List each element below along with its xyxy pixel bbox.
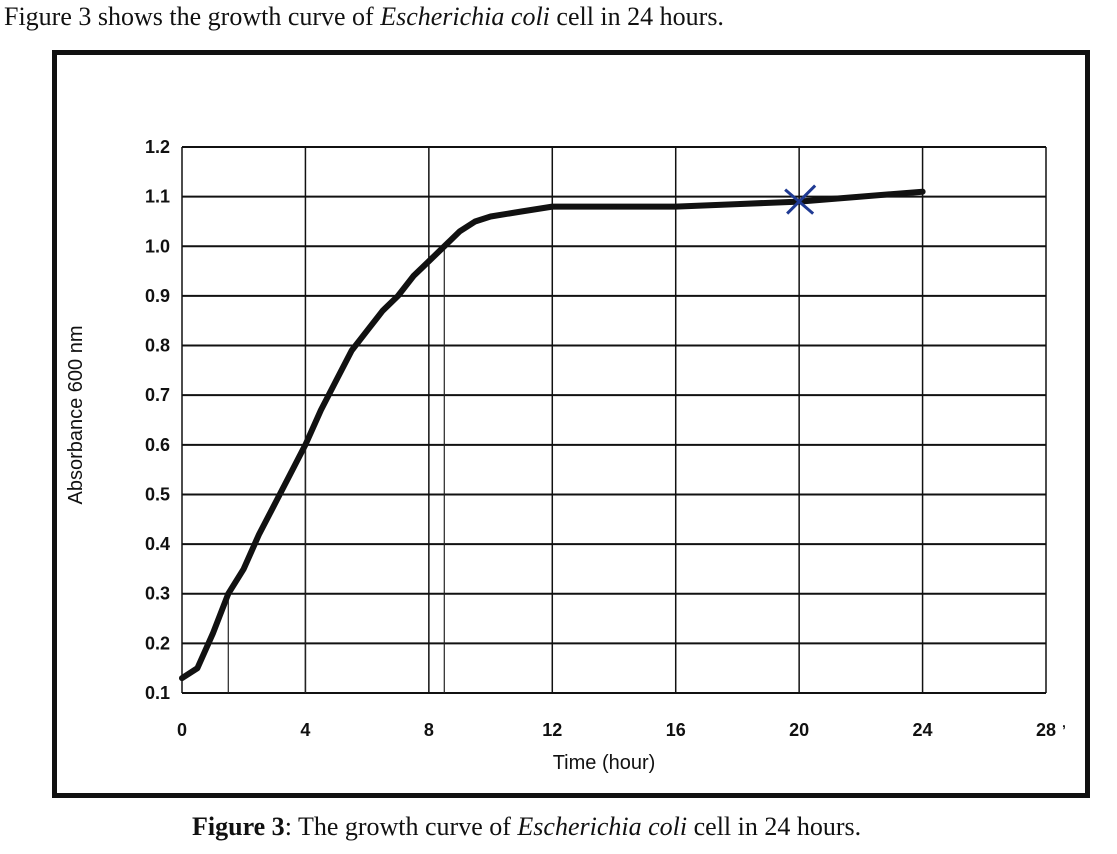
data-point xyxy=(457,228,463,234)
data-point xyxy=(472,218,478,224)
x-axis-label: Time (hour) xyxy=(553,752,656,774)
intro-prefix: Figure 3 shows the growth curve of xyxy=(4,2,381,31)
marker-x-stroke xyxy=(786,184,817,215)
y-tick-label: 0.1 xyxy=(145,683,170,703)
data-point xyxy=(318,407,324,413)
data-point xyxy=(364,328,370,334)
data-point xyxy=(256,531,262,537)
intro-sentence: Figure 3 shows the growth curve of Esche… xyxy=(4,2,724,32)
data-point xyxy=(395,293,401,299)
data-point xyxy=(349,348,355,354)
y-tick-label: 1.2 xyxy=(145,137,170,157)
y-tick-label: 0.9 xyxy=(145,286,170,306)
x-tick-label: 0 xyxy=(177,720,187,740)
stray-mark: ʼ xyxy=(1062,722,1066,738)
x-tick-label: 20 xyxy=(789,720,809,740)
data-point xyxy=(920,189,926,195)
data-point xyxy=(441,243,447,249)
data-point xyxy=(673,204,679,210)
intro-organism: Escherichia coli xyxy=(380,2,550,31)
caption-label: Figure 3 xyxy=(192,812,285,841)
x-tick-label: 16 xyxy=(666,720,686,740)
data-point xyxy=(225,591,231,597)
caption-prefix: : The growth curve of xyxy=(284,812,518,841)
caption-suffix: cell in 24 hours. xyxy=(687,812,862,841)
data-point xyxy=(858,194,864,200)
data-point xyxy=(410,273,416,279)
data-point xyxy=(272,501,278,507)
y-tick-label: 1.0 xyxy=(145,236,170,256)
y-tick-label: 0.2 xyxy=(145,633,170,653)
data-point xyxy=(734,201,740,207)
y-tick-label: 0.8 xyxy=(145,336,170,356)
data-point xyxy=(302,442,308,448)
figure-frame xyxy=(52,50,1090,798)
data-point xyxy=(380,308,386,314)
y-tick-label: 0.7 xyxy=(145,385,170,405)
data-point xyxy=(488,213,494,219)
x-tick-label: 24 xyxy=(913,720,933,740)
x-tick-label: 28 xyxy=(1036,720,1056,740)
caption-organism: Escherichia coli xyxy=(517,812,688,841)
data-point xyxy=(179,675,185,681)
y-axis-label: Absorbance 600 nm xyxy=(65,325,87,504)
y-tick-label: 1.1 xyxy=(145,187,170,207)
y-tick-label: 0.6 xyxy=(145,435,170,455)
data-point xyxy=(194,665,200,671)
y-tick-label: 0.3 xyxy=(145,584,170,604)
x-tick-label: 8 xyxy=(424,720,434,740)
data-point xyxy=(210,630,216,636)
data-point xyxy=(518,209,524,215)
x-tick-label: 12 xyxy=(542,720,562,740)
intro-suffix: cell in 24 hours. xyxy=(549,2,724,31)
y-tick-label: 0.5 xyxy=(145,484,170,504)
data-point xyxy=(611,204,617,210)
data-point xyxy=(333,377,339,383)
data-point xyxy=(287,472,293,478)
y-tick-label: 0.4 xyxy=(145,534,170,554)
data-point xyxy=(426,258,432,264)
x-tick-label: 4 xyxy=(300,720,310,740)
data-point xyxy=(241,566,247,572)
figure-caption: Figure 3: The growth curve of Escherichi… xyxy=(192,812,861,842)
data-point xyxy=(549,204,555,210)
